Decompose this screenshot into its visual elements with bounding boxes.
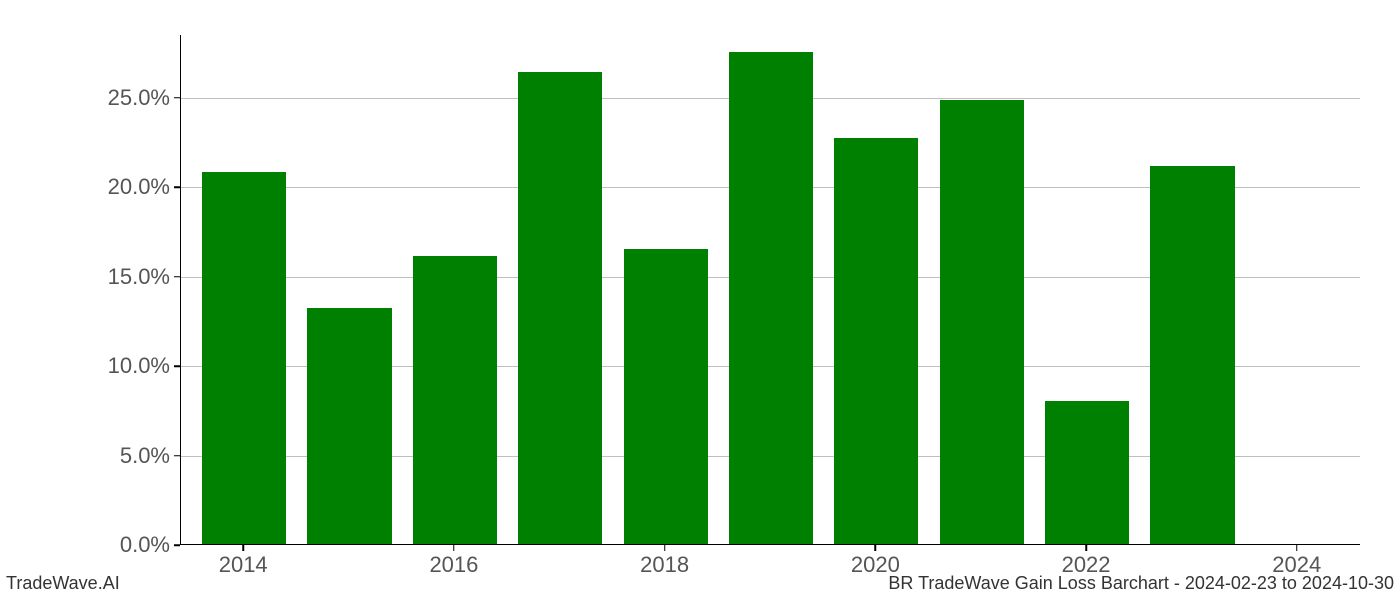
- x-tick-mark: [242, 545, 244, 551]
- x-tick-mark: [875, 545, 877, 551]
- x-tick-label: 2016: [429, 552, 478, 578]
- footer-caption: BR TradeWave Gain Loss Barchart - 2024-0…: [888, 573, 1394, 594]
- x-tick-mark: [453, 545, 455, 551]
- footer-brand: TradeWave.AI: [6, 573, 120, 594]
- bar: [307, 308, 391, 544]
- bar: [729, 52, 813, 544]
- y-tick-mark: [174, 544, 180, 546]
- bar: [834, 138, 918, 544]
- y-tick-label: 15.0%: [108, 264, 170, 290]
- y-tick-mark: [174, 365, 180, 367]
- x-tick-mark: [1296, 545, 1298, 551]
- y-tick-mark: [174, 276, 180, 278]
- x-tick-label: 2014: [219, 552, 268, 578]
- bar: [624, 249, 708, 544]
- y-tick-label: 0.0%: [120, 532, 170, 558]
- bar: [518, 72, 602, 544]
- y-tick-label: 20.0%: [108, 174, 170, 200]
- chart-container: [180, 35, 1360, 545]
- plot-area: [180, 35, 1360, 545]
- bar: [413, 256, 497, 544]
- y-tick-mark: [174, 97, 180, 99]
- y-tick-label: 10.0%: [108, 353, 170, 379]
- bar: [1150, 166, 1234, 544]
- x-tick-mark: [1085, 545, 1087, 551]
- y-tick-label: 25.0%: [108, 85, 170, 111]
- x-tick-mark: [664, 545, 666, 551]
- y-tick-mark: [174, 455, 180, 457]
- bar: [940, 100, 1024, 544]
- x-tick-label: 2018: [640, 552, 689, 578]
- y-tick-mark: [174, 186, 180, 188]
- bar: [1045, 401, 1129, 544]
- y-tick-label: 5.0%: [120, 443, 170, 469]
- bar: [202, 172, 286, 544]
